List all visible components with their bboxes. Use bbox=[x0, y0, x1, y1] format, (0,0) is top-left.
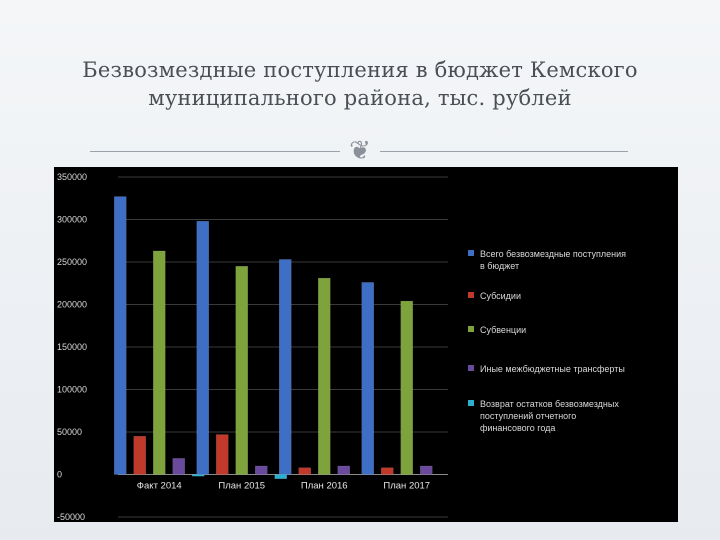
x-category-label: Факт 2014 bbox=[137, 481, 182, 492]
legend-label: Субсидии bbox=[480, 291, 521, 301]
bar bbox=[216, 434, 229, 475]
chart-panel: -50000 0 50000 100000 150000 200000 250000 3000… bbox=[54, 167, 678, 522]
legend-label: Иные межбюджетные трансферты bbox=[480, 364, 625, 374]
title-divider-left bbox=[90, 151, 340, 152]
legend-label: Возврат остатков безвозмездных поступлени… bbox=[480, 399, 619, 433]
title-divider-right bbox=[380, 151, 628, 152]
ornament-icon: ❦ bbox=[349, 136, 371, 166]
bar bbox=[381, 467, 394, 475]
bar bbox=[279, 259, 292, 475]
legend-swatch bbox=[468, 292, 474, 298]
y-tick-label: 300000 bbox=[57, 215, 87, 225]
bar-chart: -50000 0 50000 100000 150000 200000 250000 3000… bbox=[57, 172, 626, 522]
bar bbox=[298, 467, 311, 475]
x-category-label: План 2015 bbox=[218, 481, 265, 492]
legend-swatch bbox=[468, 365, 474, 371]
x-category-label: План 2016 bbox=[301, 481, 348, 492]
bar bbox=[153, 250, 166, 475]
bar bbox=[400, 300, 413, 475]
bar bbox=[192, 474, 205, 477]
legend-label: Всего безвозмездные поступления в бюджет bbox=[480, 249, 626, 271]
legend-swatch bbox=[468, 400, 474, 406]
legend-swatch bbox=[468, 250, 474, 256]
y-tick-label: 0 bbox=[57, 470, 62, 480]
bar bbox=[274, 474, 287, 479]
y-tick-label: 100000 bbox=[57, 385, 87, 395]
legend-swatch bbox=[468, 326, 474, 332]
bar bbox=[235, 266, 248, 475]
bar bbox=[196, 220, 209, 475]
bar bbox=[361, 282, 374, 475]
x-category-label: План 2017 bbox=[383, 481, 430, 492]
y-tick-label: 200000 bbox=[57, 300, 87, 310]
slide-title: Безвозмездные поступления в бюджет Кемск… bbox=[82, 58, 638, 110]
y-tick-label: 250000 bbox=[57, 257, 87, 267]
bar bbox=[420, 465, 433, 475]
bar bbox=[172, 458, 185, 475]
bar bbox=[337, 465, 350, 475]
y-tick-label: 150000 bbox=[57, 342, 87, 352]
bar bbox=[114, 196, 127, 475]
y-tick-label: 50000 bbox=[57, 427, 82, 437]
bar bbox=[255, 465, 268, 475]
y-tick-label: -50000 bbox=[57, 512, 85, 522]
bar bbox=[133, 436, 146, 475]
bar bbox=[318, 277, 331, 475]
y-tick-label: 350000 bbox=[57, 172, 87, 182]
legend-label: Субвенции bbox=[480, 325, 526, 335]
